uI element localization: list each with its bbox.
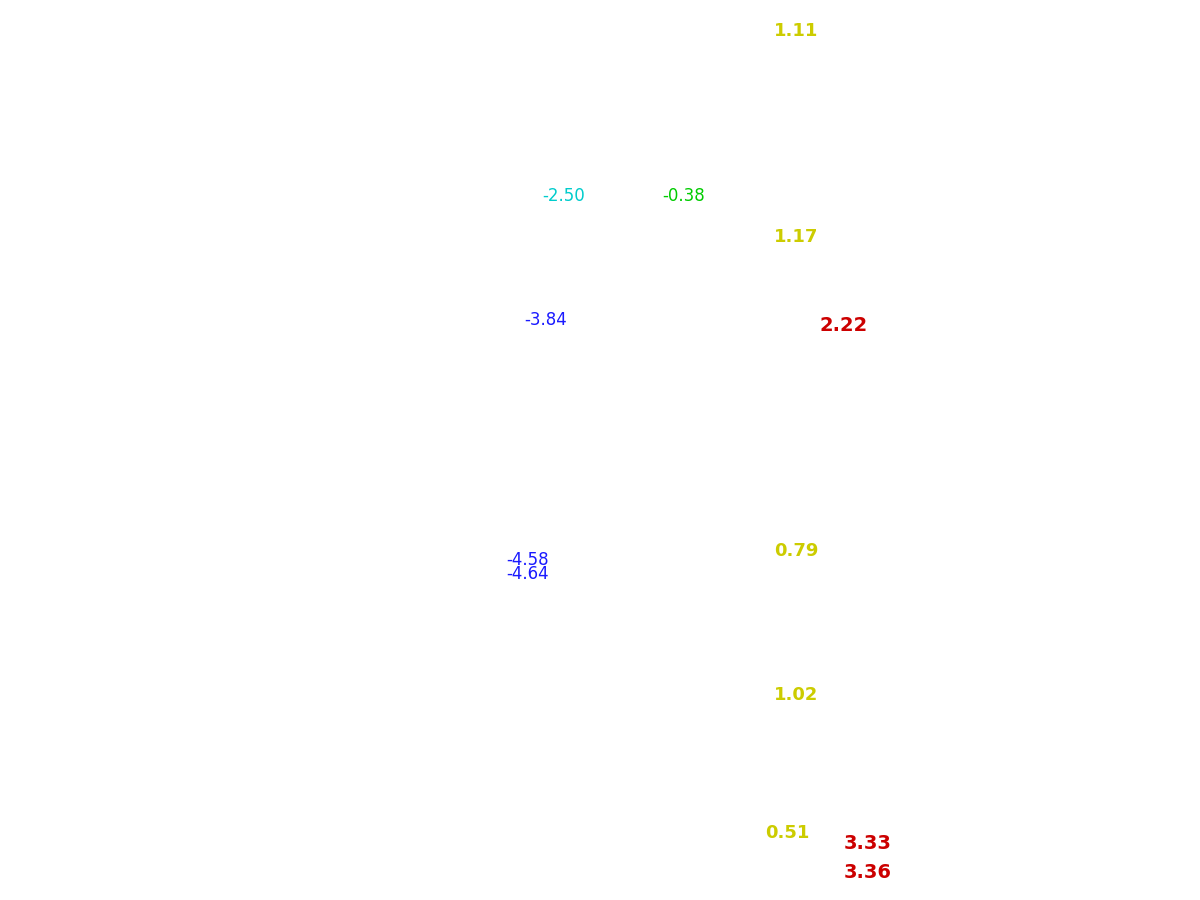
Text: 2.22: 2.22 (820, 316, 868, 336)
Text: 1.17: 1.17 (774, 228, 818, 246)
Text: 0.51: 0.51 (766, 824, 810, 842)
Text: 0.79: 0.79 (774, 542, 818, 560)
Text: 3.36: 3.36 (844, 863, 892, 883)
Text: -4.58: -4.58 (506, 551, 550, 569)
Text: -3.84: -3.84 (524, 311, 568, 329)
Text: -2.50: -2.50 (542, 187, 586, 205)
Text: -4.64: -4.64 (506, 565, 550, 583)
Text: 1.11: 1.11 (774, 22, 818, 40)
Text: -0.38: -0.38 (662, 187, 706, 205)
Text: 1.02: 1.02 (774, 686, 818, 704)
Text: 3.33: 3.33 (844, 833, 892, 853)
